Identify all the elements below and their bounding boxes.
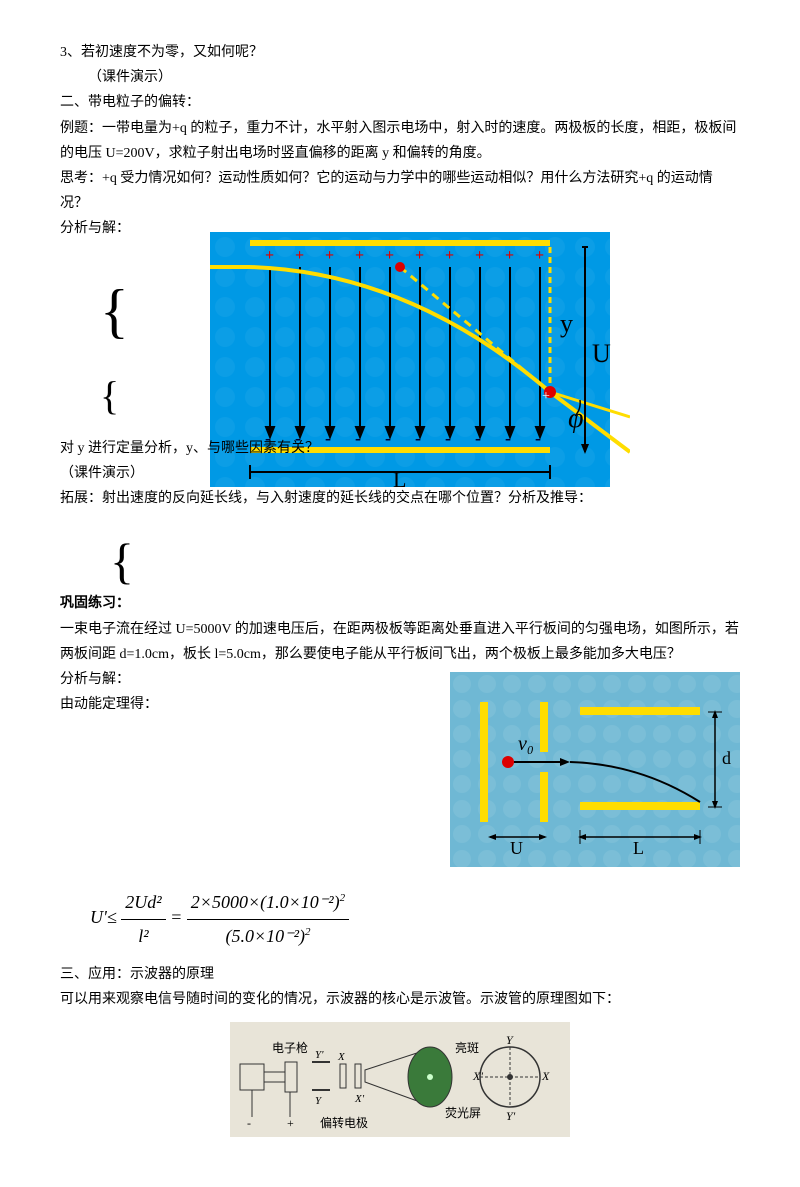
svg-text:电子枪: 电子枪 — [272, 1040, 308, 1055]
brace-icon: { — [100, 281, 129, 341]
svg-text:y: y — [560, 309, 573, 338]
svg-text:荧光屏: 荧光屏 — [445, 1106, 481, 1120]
example-intro: 例题：一带电量为+q 的粒子，重力不计，水平射入图示电场中，射入时的速度。两极板… — [60, 116, 740, 166]
svg-text:+: + — [542, 389, 550, 404]
svg-text:Y': Y' — [315, 1049, 324, 1061]
think-prompt: 思考：+q 受力情况如何？运动性质如何？它的运动与力学中的哪些运动相似？用什么方… — [60, 166, 740, 216]
svg-text:+: + — [287, 1116, 294, 1130]
svg-text:φ: φ — [568, 403, 584, 434]
brace-icon-2: { — [100, 366, 119, 426]
section2-title: 二、带电粒子的偏转： — [60, 90, 740, 115]
svg-text:U: U — [510, 838, 523, 858]
formula: U'≤ 2Ud² l² = 2×5000×(1.0×10⁻²)2 (5.0×10… — [90, 886, 740, 952]
practice-body: 一束电子流在经过 U=5000V 的加速电压后，在距两极板等距离处垂直进入平行板… — [60, 617, 740, 667]
svg-text:+: + — [505, 247, 514, 264]
practice-title: 巩固练习： — [60, 591, 740, 616]
section3-body: 可以用来观察电信号随时间的变化的情况，示波器的核心是示波管。示波管的原理图如下： — [60, 987, 740, 1012]
svg-text:X: X — [541, 1069, 550, 1083]
svg-text:U: U — [592, 339, 611, 368]
svg-text:+: + — [445, 247, 454, 264]
svg-text:+: + — [355, 247, 364, 264]
svg-text:L: L — [633, 838, 644, 858]
svg-text:X': X' — [354, 1093, 365, 1105]
svg-text:偏转电极: 偏转电极 — [320, 1115, 368, 1130]
extend-prompt: 拓展：射出速度的反向延长线，与入射速度的延长线的交点在哪个位置？分析及推导： — [60, 486, 740, 511]
line-q3: 3、若初速度不为零，又如何呢？ — [60, 40, 740, 65]
svg-text:d: d — [722, 748, 731, 768]
brace-icon-3: { — [110, 531, 134, 591]
svg-text:X: X — [337, 1051, 346, 1063]
svg-text:-: - — [247, 1116, 251, 1130]
svg-text:+: + — [535, 247, 544, 264]
demo-note-1: （课件演示） — [60, 65, 740, 90]
svg-text:+: + — [475, 247, 484, 264]
oscilloscope-diagram: 电子枪 Y' Y X X' 偏转电极 荧光屏 亮斑 X X' Y Y' - + — [60, 1022, 740, 1137]
svg-text:+: + — [265, 247, 274, 264]
svg-text:+: + — [415, 247, 424, 264]
svg-text:亮斑: 亮斑 — [455, 1040, 479, 1055]
svg-text:X': X' — [472, 1069, 483, 1083]
svg-text:+: + — [295, 247, 304, 264]
practice-diagram: v₀ U L d — [450, 672, 740, 876]
svg-text:+: + — [385, 247, 394, 264]
section3-title: 三、应用：示波器的原理 — [60, 962, 740, 987]
svg-text:v₀: v₀ — [518, 733, 534, 755]
svg-text:+: + — [325, 247, 334, 264]
svg-text:Y': Y' — [506, 1109, 516, 1123]
